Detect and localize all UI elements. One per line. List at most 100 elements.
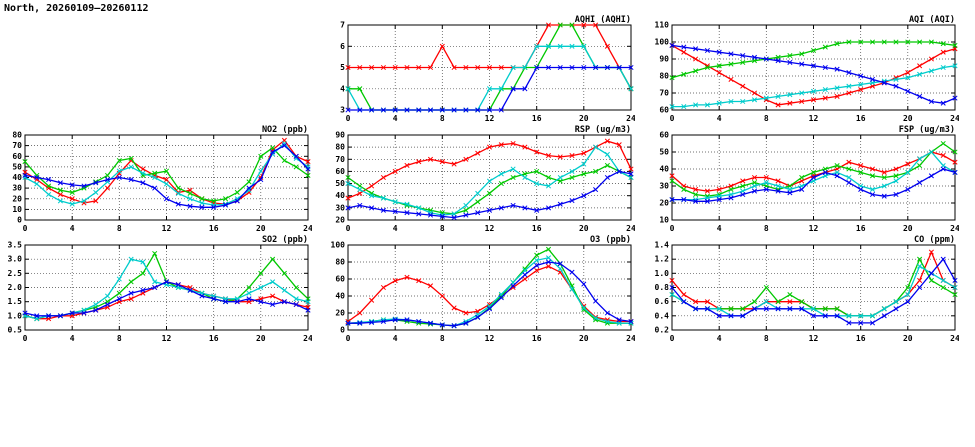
svg-text:24: 24: [950, 114, 959, 123]
svg-text:O3 (ppb): O3 (ppb): [590, 235, 631, 245]
svg-text:4: 4: [340, 84, 345, 93]
svg-text:0: 0: [670, 224, 675, 233]
svg-text:20: 20: [579, 224, 589, 233]
svg-text:0: 0: [346, 334, 351, 343]
svg-text:8: 8: [764, 114, 769, 123]
svg-text:20: 20: [579, 334, 589, 343]
svg-text:4: 4: [717, 224, 722, 233]
svg-text:4: 4: [393, 114, 398, 123]
svg-text:40: 40: [659, 165, 669, 174]
svg-text:100: 100: [655, 38, 670, 47]
svg-text:20: 20: [903, 334, 913, 343]
svg-text:20: 20: [903, 224, 913, 233]
chart-o3-svg: 0 20 40 60 80 100 0 4 8 12 16 20 24 O3 (ppb): [331, 235, 636, 343]
svg-text:90: 90: [335, 131, 345, 140]
svg-text:0: 0: [23, 224, 28, 233]
svg-text:NO2 (ppb): NO2 (ppb): [262, 125, 308, 135]
svg-text:10: 10: [659, 216, 669, 225]
svg-text:8: 8: [764, 334, 769, 343]
svg-text:24: 24: [303, 224, 312, 233]
svg-text:60: 60: [659, 131, 669, 140]
svg-text:60: 60: [659, 106, 669, 115]
chart-aqi: 60 70 80 90 100 110 0 4 8 12 16 20 24 AQI (AQI): [640, 13, 960, 128]
svg-text:8: 8: [764, 224, 769, 233]
svg-text:0: 0: [670, 114, 675, 123]
svg-text:60: 60: [12, 152, 22, 161]
svg-text:16: 16: [209, 334, 219, 343]
svg-text:24: 24: [626, 114, 635, 123]
svg-text:RSP (ug/m3): RSP (ug/m3): [575, 125, 631, 135]
svg-text:16: 16: [532, 334, 542, 343]
svg-text:12: 12: [809, 114, 819, 123]
svg-text:0.6: 0.6: [655, 297, 670, 306]
chart-fsp: 10 20 30 40 50 60 0 4 8 12 16 20 24 FSP (ug/m3): [640, 123, 960, 238]
svg-text:0: 0: [340, 326, 345, 335]
svg-text:12: 12: [485, 334, 495, 343]
svg-text:70: 70: [659, 89, 669, 98]
svg-text:FSP (ug/m3): FSP (ug/m3): [899, 125, 955, 135]
svg-text:70: 70: [12, 141, 22, 150]
svg-text:4: 4: [70, 224, 75, 233]
svg-text:24: 24: [626, 334, 635, 343]
chart-rsp: 20 30 40 50 60 70 80 90 0 4 8 12 16 20 24 RSP (ug/m3): [316, 123, 636, 238]
svg-text:4: 4: [717, 334, 722, 343]
svg-text:0: 0: [346, 114, 351, 123]
svg-text:7: 7: [340, 21, 345, 30]
svg-text:3.0: 3.0: [8, 255, 23, 264]
svg-text:16: 16: [209, 224, 219, 233]
svg-text:0.5: 0.5: [8, 326, 23, 335]
svg-text:30: 30: [659, 182, 669, 191]
svg-text:0.4: 0.4: [655, 311, 670, 320]
svg-text:40: 40: [335, 292, 345, 301]
svg-text:1.2: 1.2: [655, 255, 670, 264]
svg-text:10: 10: [12, 205, 22, 214]
svg-text:30: 30: [12, 184, 22, 193]
svg-text:70: 70: [335, 155, 345, 164]
svg-text:40: 40: [12, 173, 22, 182]
svg-text:24: 24: [303, 334, 312, 343]
svg-text:60: 60: [335, 167, 345, 176]
svg-text:12: 12: [485, 224, 495, 233]
svg-text:80: 80: [335, 143, 345, 152]
svg-text:6: 6: [340, 42, 345, 51]
svg-text:80: 80: [335, 258, 345, 267]
svg-text:50: 50: [659, 148, 669, 157]
page-title: North, 20260109–20260112: [4, 3, 149, 14]
svg-text:50: 50: [12, 162, 22, 171]
chart-co-svg: 0.2 0.4 0.6 0.8 1.0 1.2 1.4 0 4 8 12 16 20 24 CO (ppm): [655, 235, 960, 343]
svg-text:8: 8: [117, 334, 122, 343]
svg-text:1.4: 1.4: [655, 241, 670, 250]
svg-text:30: 30: [335, 203, 345, 212]
svg-text:4: 4: [70, 334, 75, 343]
svg-text:16: 16: [532, 224, 542, 233]
svg-text:16: 16: [532, 114, 542, 123]
svg-text:40: 40: [335, 191, 345, 200]
svg-text:20: 20: [335, 216, 345, 225]
svg-text:0: 0: [346, 224, 351, 233]
svg-text:100: 100: [331, 241, 346, 250]
chart-aqhi: 3 4 5 6 7 0 4 8 12 16 20 24 AQHI (AQHI): [316, 13, 636, 128]
svg-text:AQI (AQI): AQI (AQI): [909, 15, 955, 25]
svg-text:3.5: 3.5: [8, 241, 23, 250]
svg-text:4: 4: [393, 334, 398, 343]
svg-text:24: 24: [626, 224, 635, 233]
svg-text:8: 8: [440, 334, 445, 343]
svg-text:12: 12: [809, 224, 819, 233]
svg-text:80: 80: [12, 131, 22, 140]
svg-text:20: 20: [256, 334, 266, 343]
svg-text:90: 90: [659, 55, 669, 64]
svg-text:12: 12: [485, 114, 495, 123]
svg-text:0.8: 0.8: [655, 283, 670, 292]
svg-text:CO (ppm): CO (ppm): [914, 235, 955, 245]
chart-so2: 0.5 1.0 1.5 2.0 2.5 3.0 3.5 0 4 8 12 16 20 24 SO2 (ppb…: [0, 233, 313, 348]
chart-no2: 0 10 20 30 40 50 60 70 80 0 4 8 12 16 20 24 NO2 (ppb): [0, 123, 313, 238]
svg-text:24: 24: [950, 334, 959, 343]
chart-rsp-svg: 20 30 40 50 60 70 80 90 0 4 8 12 16 20 24 RSP (ug/m3): [335, 125, 636, 233]
chart-aqi-svg: 60 70 80 90 100 110 0 4 8 12 16 20 24 AQI (AQI): [655, 15, 960, 123]
svg-text:2.5: 2.5: [8, 269, 23, 278]
chart-fsp-svg: 10 20 30 40 50 60 0 4 8 12 16 20 24 FSP (ug/m3): [659, 125, 960, 233]
svg-text:20: 20: [579, 114, 589, 123]
svg-text:8: 8: [440, 114, 445, 123]
chart-co: 0.2 0.4 0.6 0.8 1.0 1.2 1.4 0 4 8 12 16 20 24 CO (ppm): [640, 233, 960, 348]
